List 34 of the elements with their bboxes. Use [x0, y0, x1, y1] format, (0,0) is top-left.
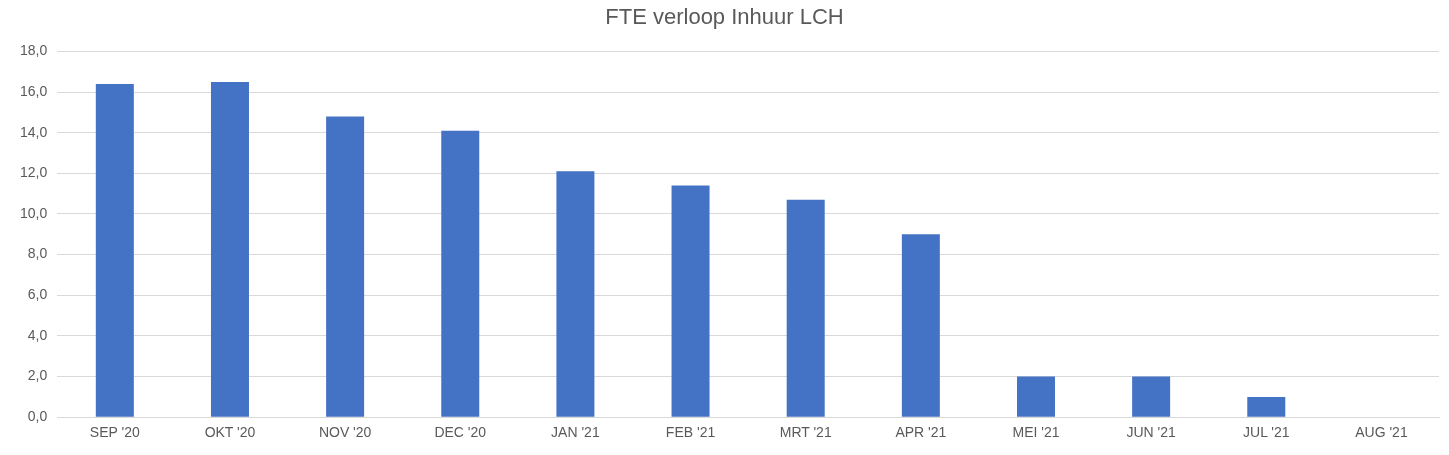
x-tick-label: JUN '21 — [1126, 424, 1177, 441]
x-tick-label: OKT '20 — [204, 424, 256, 441]
y-tick-label: 10,0 — [20, 204, 48, 221]
x-tick-label: MRT '21 — [779, 424, 832, 441]
bar — [786, 199, 825, 417]
bar — [441, 130, 480, 417]
y-tick-label: 18,0 — [20, 42, 48, 59]
bar — [95, 83, 134, 417]
bar — [901, 234, 940, 417]
x-tick-label: JUL '21 — [1243, 424, 1290, 441]
x-tick-label: FEB '21 — [665, 424, 716, 441]
y-tick-label: 4,0 — [27, 326, 48, 343]
x-tick-label: NOV '20 — [318, 424, 372, 441]
bar — [1132, 376, 1171, 417]
bar — [210, 81, 249, 417]
x-tick-label: APR '21 — [895, 424, 947, 441]
bar — [556, 171, 595, 417]
y-tick-label: 16,0 — [20, 82, 48, 99]
x-tick-label: AUG '21 — [1355, 424, 1408, 441]
bar — [1016, 376, 1055, 417]
bar — [326, 116, 365, 417]
y-tick-label: 0,0 — [27, 408, 48, 425]
x-tick-label: SEP '20 — [89, 424, 140, 441]
chart-title: FTE verloop Inhuur LCH — [605, 4, 844, 30]
x-tick-label: DEC '20 — [434, 424, 487, 441]
y-tick-label: 8,0 — [27, 245, 48, 262]
y-tick-label: 14,0 — [20, 123, 48, 140]
bar — [671, 185, 710, 417]
x-tick-label: JAN '21 — [551, 424, 600, 441]
bar — [1247, 396, 1286, 417]
y-tick-label: 2,0 — [27, 367, 48, 384]
y-tick-label: 6,0 — [27, 286, 48, 303]
y-tick-label: 12,0 — [20, 164, 48, 181]
x-tick-label: MEI '21 — [1012, 424, 1060, 441]
